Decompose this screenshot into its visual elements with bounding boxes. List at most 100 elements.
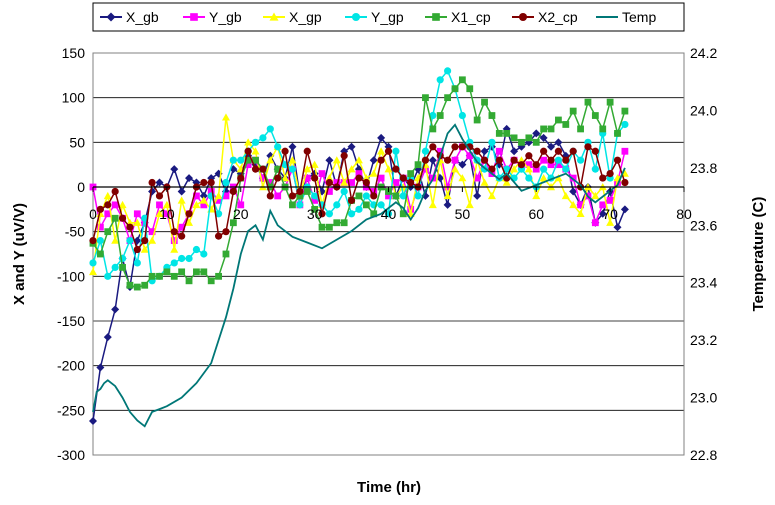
- data-point: [436, 76, 444, 84]
- data-point: [428, 200, 437, 209]
- y-tick-label: 150: [62, 45, 86, 61]
- data-point: [141, 237, 149, 245]
- data-point: [185, 210, 193, 218]
- data-point: [140, 245, 149, 253]
- data-point: [444, 94, 451, 102]
- data-point: [532, 165, 540, 173]
- y-tick-label: -300: [57, 447, 85, 463]
- data-point: [214, 191, 223, 200]
- data-point: [214, 210, 223, 218]
- x-axis-title: Time (hr): [357, 479, 421, 496]
- data-point: [103, 333, 112, 342]
- data-point: [598, 209, 607, 218]
- data-point: [178, 232, 186, 240]
- data-point: [517, 161, 526, 169]
- data-point: [532, 161, 540, 169]
- data-point: [303, 165, 312, 173]
- y-axis-ticks: 150 100 50 0 -50 -100 -150 -200 -250 -300: [57, 45, 85, 463]
- data-point: [192, 245, 201, 254]
- data-point: [126, 237, 134, 245]
- data-point: [347, 142, 356, 151]
- data-point: [450, 165, 459, 173]
- data-point: [237, 201, 245, 209]
- x-tick-label: 20: [233, 206, 249, 222]
- data-point: [111, 214, 119, 222]
- data-point: [436, 112, 444, 119]
- data-point: [540, 156, 548, 164]
- data-point: [429, 143, 437, 151]
- y-tick-label: -100: [57, 268, 85, 284]
- data-point: [510, 156, 518, 164]
- legend-item-y-gp: Y_gp: [345, 9, 404, 25]
- data-point: [177, 196, 186, 204]
- data-point: [399, 192, 407, 200]
- data-point: [561, 191, 570, 200]
- legend-item-x2-cp: X2_cp: [512, 9, 578, 25]
- data-point: [89, 267, 97, 276]
- data-point: [185, 277, 193, 285]
- data-point: [458, 160, 467, 169]
- data-point: [562, 121, 570, 128]
- data-point: [599, 201, 607, 209]
- data-point: [252, 156, 259, 164]
- data-point: [251, 147, 260, 155]
- legend-item-x1-cp: X1_cp: [425, 9, 491, 25]
- x-tick-label: 40: [381, 206, 397, 222]
- data-point: [155, 209, 164, 217]
- data-point: [325, 178, 333, 187]
- data-point: [303, 147, 311, 155]
- data-point: [525, 152, 533, 160]
- data-point: [510, 147, 519, 156]
- data-point: [170, 228, 178, 236]
- data-point: [606, 98, 614, 106]
- data-point: [577, 125, 584, 133]
- data-point: [510, 134, 518, 142]
- y2-tick-label: 24.0: [690, 102, 717, 118]
- data-point: [118, 200, 127, 209]
- data-point: [288, 165, 297, 173]
- data-point: [458, 174, 467, 182]
- data-point: [503, 130, 511, 137]
- data-point: [392, 179, 400, 186]
- data-point: [333, 219, 341, 227]
- data-point: [326, 188, 333, 195]
- data-point: [370, 192, 378, 200]
- data-point: [495, 130, 503, 137]
- series-x2-cp: [89, 143, 629, 254]
- data-point: [229, 156, 237, 164]
- data-point: [591, 219, 599, 227]
- data-point: [178, 223, 186, 231]
- data-point: [621, 178, 629, 187]
- data-point: [547, 156, 555, 164]
- x-tick-label: 70: [602, 206, 618, 222]
- y2-tick-label: 23.8: [690, 160, 717, 176]
- data-point: [148, 228, 156, 236]
- data-point: [96, 237, 104, 245]
- data-point: [613, 223, 622, 232]
- data-point: [480, 147, 489, 156]
- y-tick-label: 0: [77, 179, 85, 195]
- data-point: [207, 277, 215, 285]
- data-point: [591, 165, 599, 173]
- data-point: [296, 187, 304, 196]
- series-temp: [92, 123, 626, 428]
- y-tick-label: -50: [65, 224, 85, 240]
- data-point: [495, 174, 503, 182]
- legend-swatch-marker: [269, 12, 279, 21]
- data-point: [229, 219, 237, 227]
- data-point: [451, 143, 459, 151]
- data-point: [244, 147, 252, 155]
- data-point: [192, 200, 201, 209]
- data-point: [111, 236, 120, 244]
- data-point: [369, 169, 378, 177]
- legend-swatch-marker: [351, 12, 361, 22]
- data-point: [362, 174, 371, 182]
- data-point: [103, 191, 112, 200]
- legend: X_gb Y_gb X_gp Y_gp X1_cp X2_cp Temp: [92, 2, 685, 32]
- data-point: [340, 152, 348, 160]
- data-point: [274, 192, 282, 200]
- data-point: [318, 210, 326, 218]
- data-point: [303, 174, 311, 182]
- data-point: [547, 161, 555, 169]
- data-point: [155, 178, 164, 187]
